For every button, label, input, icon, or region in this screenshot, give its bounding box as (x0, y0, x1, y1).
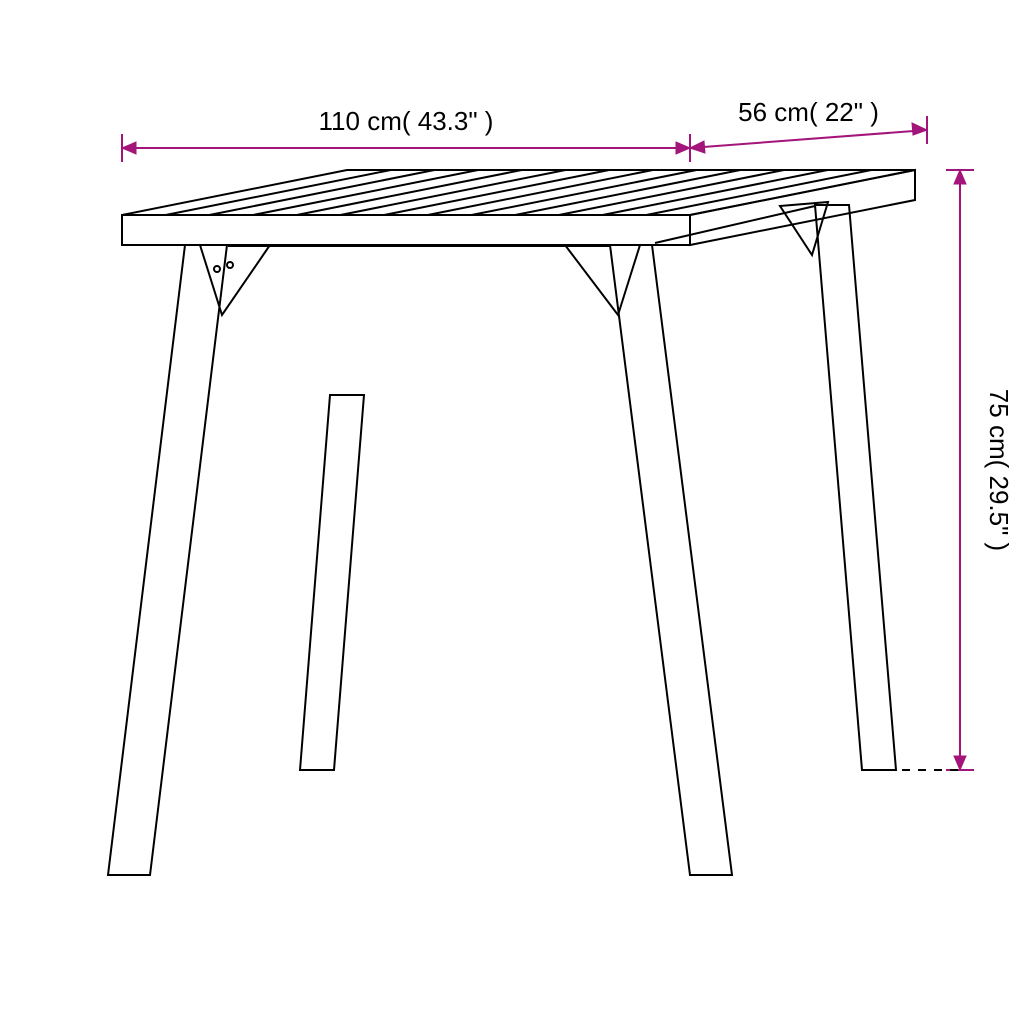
dim-height-label: 75 cm( 29.5" ) (984, 389, 1014, 551)
dim-depth-label: 56 cm( 22" ) (738, 97, 879, 127)
dim-width-label: 110 cm( 43.3" ) (319, 106, 494, 136)
table-drawing (108, 170, 915, 875)
